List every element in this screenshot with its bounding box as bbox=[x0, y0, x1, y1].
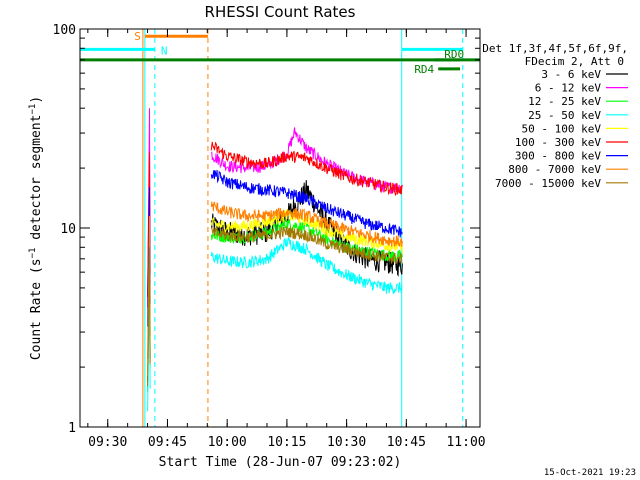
x-tick-label-10-15: 10:15 bbox=[267, 435, 306, 450]
legend-label-300-800-kev: 300 - 800 keV bbox=[515, 150, 601, 163]
x-tick-label-10-00: 10:00 bbox=[208, 435, 247, 450]
axes: 09:30 09:45 10:00 10:15 10:30 10:45 11:00 1 10 10… bbox=[53, 23, 486, 450]
interval-label-n: N bbox=[161, 44, 168, 57]
legend-header-line-1: Det 1f,3f,4f,5f,6f,9f, bbox=[482, 42, 628, 55]
interval-label-rd4: RD4 bbox=[414, 63, 434, 76]
chart-title: RHESSI Count Rates bbox=[205, 3, 356, 21]
footer-timestamp: 15-Oct-2021 19:23 bbox=[544, 468, 636, 478]
legend-label-7000-15000-kev: 7000 - 15000 keV bbox=[495, 177, 601, 190]
legend-label-50-100-kev: 50 - 100 keV bbox=[522, 122, 602, 135]
legend: Det 1f,3f,4f,5f,6f,9f, FDecim 2, Att 0 3… bbox=[482, 42, 628, 190]
x-tick-label-09-45: 09:45 bbox=[148, 435, 187, 450]
x-axis-label: Start Time (28-Jun-07 09:23:02) bbox=[159, 455, 402, 470]
x-tick-label-10-30: 10:30 bbox=[327, 435, 366, 450]
interval-label-s: S bbox=[134, 30, 141, 43]
legend-label-6-12-kev: 6 - 12 keV bbox=[535, 82, 602, 95]
x-tick-label-11-00: 11:00 bbox=[446, 435, 485, 450]
legend-header-line-2: FDecim 2, Att 0 bbox=[525, 55, 624, 68]
legend-label-3-6-kev: 3 - 6 keV bbox=[541, 68, 601, 81]
y-axis-label-main: Count Rate (s bbox=[29, 258, 44, 360]
series-line-7000-15000-kev bbox=[147, 226, 403, 387]
legend-label-800-7000-kev: 800 - 7000 keV bbox=[508, 163, 601, 176]
y-axis-label-sup-2: −1 bbox=[28, 104, 38, 115]
legend-label-100-300-kev: 100 - 300 keV bbox=[515, 136, 601, 149]
interval-label-rd0: RD0 bbox=[444, 48, 464, 61]
y-tick-label-100: 100 bbox=[53, 23, 76, 38]
x-tick-label-10-45: 10:45 bbox=[387, 435, 426, 450]
y-tick-label-1: 1 bbox=[68, 421, 76, 436]
legend-label-12-25-kev: 12 - 25 keV bbox=[528, 95, 601, 108]
plot-area: S N RD0 RD4 bbox=[80, 29, 480, 427]
y-axis-label-end: ) bbox=[29, 96, 44, 104]
y-axis-label-mid: detector segment bbox=[29, 115, 44, 248]
y-axis-label-sup-1: −1 bbox=[28, 248, 38, 259]
y-tick-label-10: 10 bbox=[60, 222, 76, 237]
legend-label-25-50-kev: 25 - 50 keV bbox=[528, 109, 601, 122]
y-axis-label: Count Rate (s−1 detector segment−1) bbox=[28, 96, 44, 360]
x-tick-label-09-30: 09:30 bbox=[88, 435, 127, 450]
